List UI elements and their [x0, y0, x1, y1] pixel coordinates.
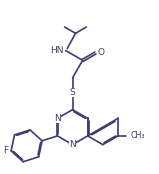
Text: HN: HN: [50, 46, 63, 55]
Text: S: S: [70, 88, 75, 97]
Text: O: O: [98, 48, 105, 57]
Text: N: N: [69, 140, 76, 149]
Text: CH₃: CH₃: [131, 131, 145, 140]
Text: N: N: [54, 114, 61, 123]
Text: F: F: [3, 146, 8, 155]
